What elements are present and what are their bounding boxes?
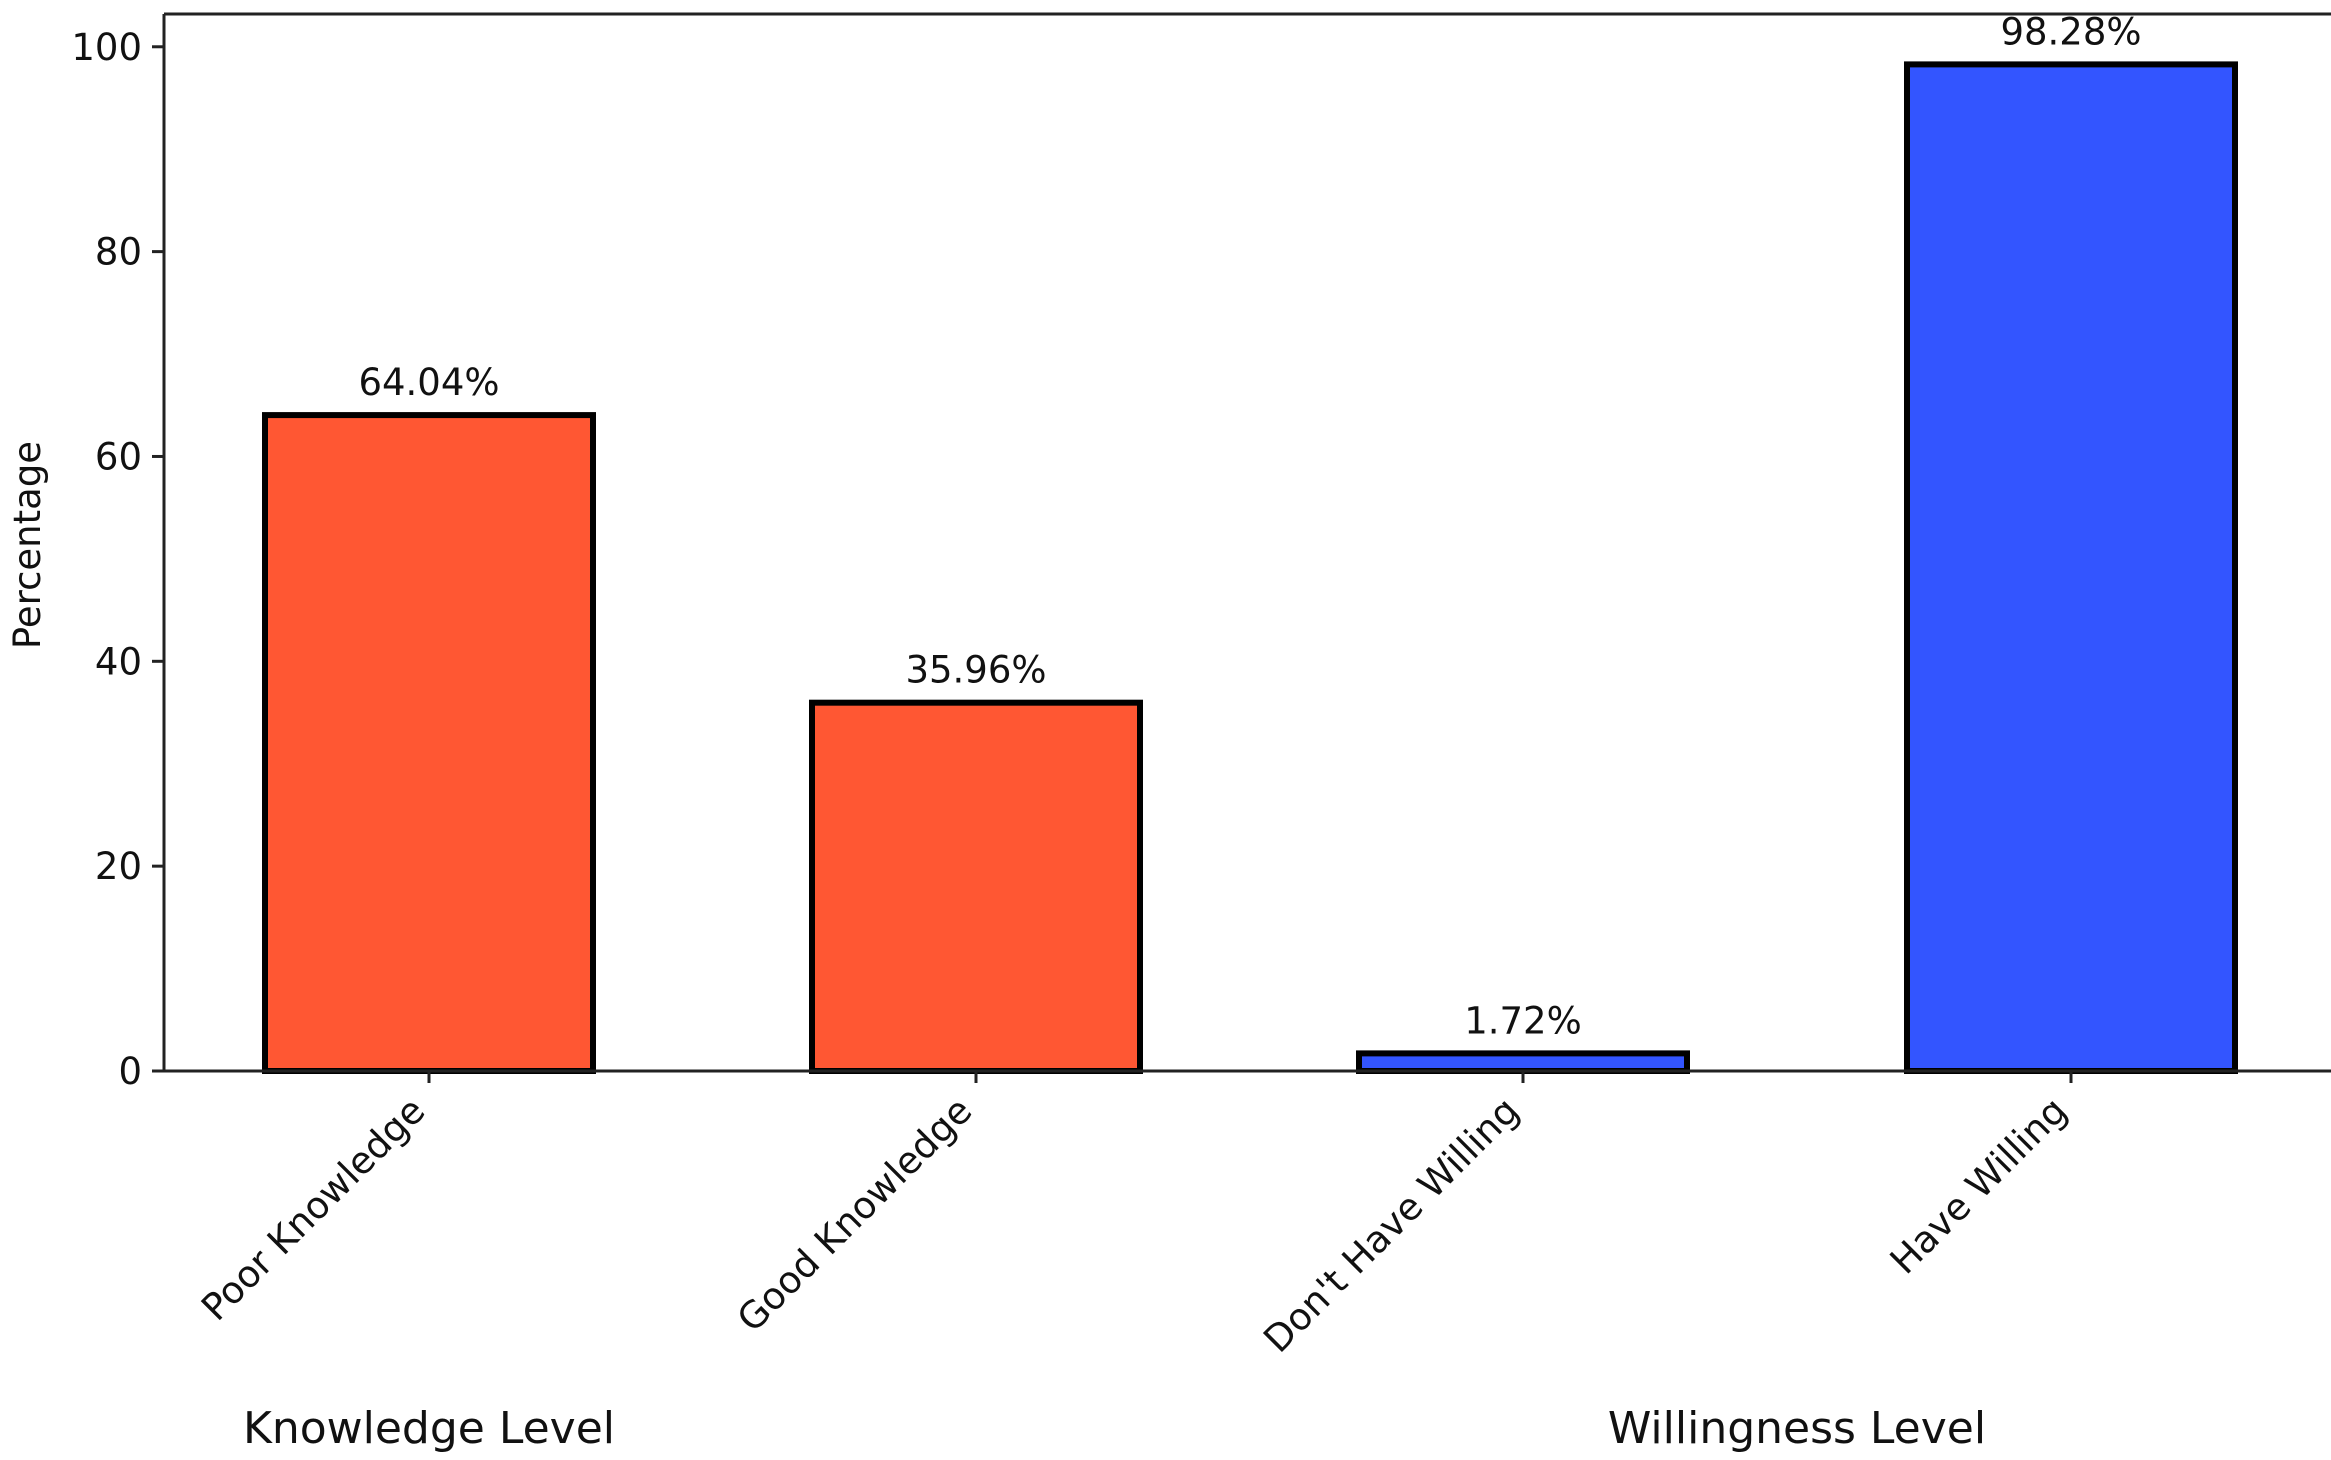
- x-tick-label: Don't Have Willing: [1255, 1089, 1527, 1361]
- y-tick-label: 0: [118, 1050, 142, 1093]
- y-tick-label: 20: [95, 845, 142, 888]
- bar-value-label: 64.04%: [358, 361, 499, 404]
- x-tick-label: Poor Knowledge: [193, 1089, 433, 1329]
- axes-layer: [162, 12, 2331, 1073]
- bar-value-label: 35.96%: [905, 649, 1046, 692]
- y-tick-label: 100: [71, 26, 142, 69]
- x-tick-label: Good Knowledge: [729, 1089, 980, 1340]
- bar-value-label: 1.72%: [1464, 999, 1582, 1042]
- bar-don-t-have-willing: [1356, 1050, 1690, 1074]
- y-tick-label: 60: [95, 435, 142, 478]
- bar-good-knowledge: [809, 699, 1143, 1075]
- bar-poor-knowledge: [262, 412, 596, 1074]
- x-tick-label: Have Willing: [1882, 1089, 2076, 1283]
- y-tick-label: 40: [95, 640, 142, 683]
- group-label: Knowledge Level: [243, 1403, 615, 1454]
- value-labels-layer: 64.04% 35.96% 1.72% 98.28%: [358, 10, 2141, 1042]
- y-axis-label: Percentage: [6, 441, 49, 649]
- group-label: Willingness Level: [1608, 1403, 1986, 1454]
- y-tick-label: 80: [95, 231, 142, 274]
- bar-have-willing: [1904, 61, 2238, 1075]
- bars-layer: [262, 61, 2238, 1075]
- bar-value-label: 98.28%: [2000, 10, 2141, 53]
